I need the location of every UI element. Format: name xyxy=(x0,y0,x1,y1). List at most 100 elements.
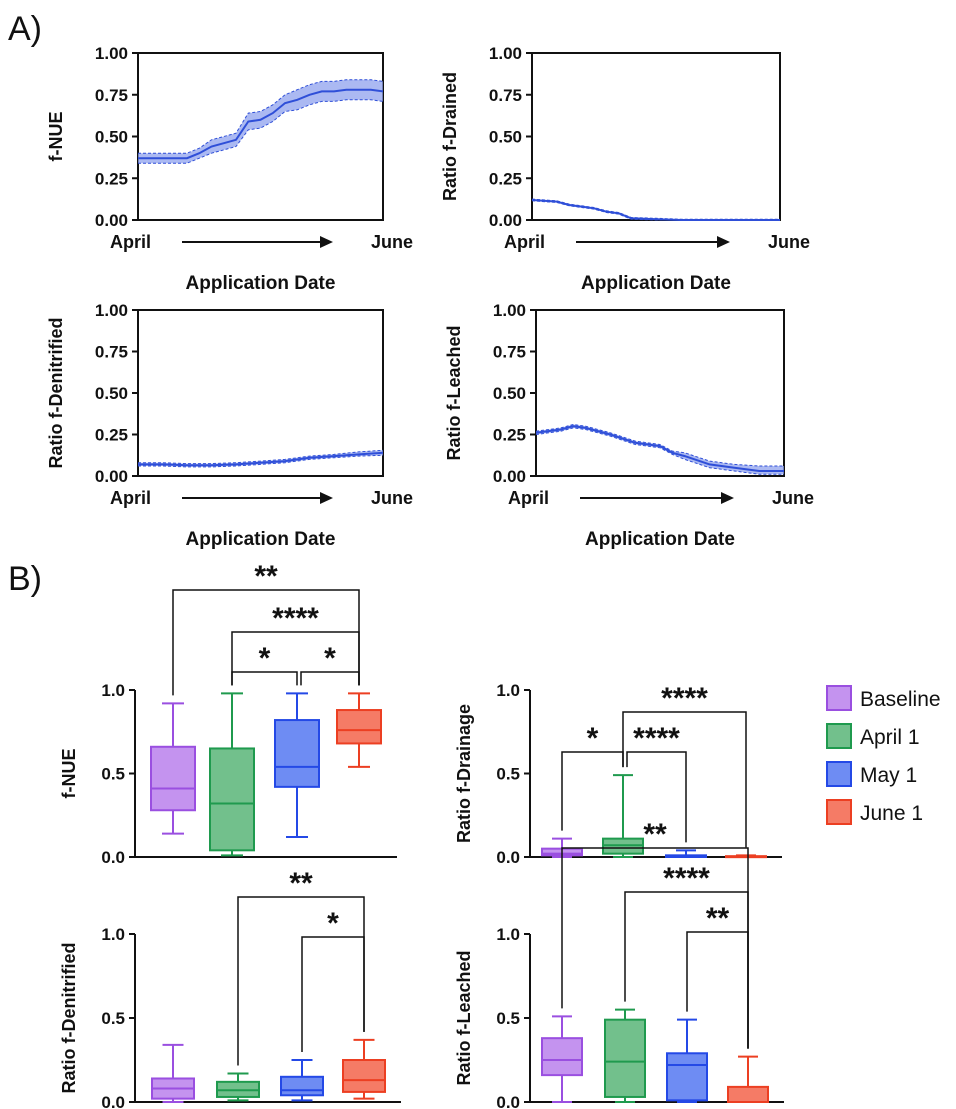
bracket-line xyxy=(301,936,365,1052)
band-lower-line xyxy=(138,99,384,164)
arrow-head xyxy=(721,492,734,504)
y-axis-label: f-NUE xyxy=(46,112,66,162)
legend-swatch xyxy=(826,761,852,787)
significance-bracket: **** xyxy=(622,682,747,848)
box-may-1 xyxy=(280,1059,324,1102)
band-lower-line xyxy=(535,427,784,475)
y-tick-label: 1.0 xyxy=(496,681,520,700)
y-tick-label: 0.50 xyxy=(493,384,526,403)
legend-label: June 1 xyxy=(860,802,923,825)
legend-item: April 1 xyxy=(826,723,920,749)
y-tick-label: 0.75 xyxy=(95,343,128,362)
box-iqr xyxy=(541,1037,583,1077)
x-end-label: June xyxy=(371,232,413,252)
y-tick-label: 0.0 xyxy=(496,848,520,867)
y-tick-label: 0.75 xyxy=(95,86,128,105)
mean-line xyxy=(138,451,384,467)
significance-label: **** xyxy=(633,722,680,755)
significance-bracket: * xyxy=(561,722,624,831)
band-upper-line xyxy=(138,449,384,465)
x-start-label: April xyxy=(504,232,545,252)
y-axis-label: Ratio f-Drained xyxy=(440,72,460,201)
legend-swatch xyxy=(826,799,852,825)
panel-label-b: B) xyxy=(8,560,42,598)
x-axis-label: Application Date xyxy=(186,273,336,294)
box-iqr xyxy=(604,1018,646,1098)
mean-line xyxy=(138,88,384,160)
y-tick-label: 0.0 xyxy=(101,1093,125,1109)
significance-bracket: * xyxy=(231,642,298,686)
box-june-1 xyxy=(336,692,382,768)
box-iqr xyxy=(727,1085,769,1104)
significance-label: ** xyxy=(643,818,667,851)
significance-label: * xyxy=(324,642,336,675)
x-start-label: April xyxy=(110,488,151,508)
arrow-head xyxy=(320,492,333,504)
legend-label: May 1 xyxy=(860,764,917,787)
box-iqr xyxy=(209,747,255,852)
significance-label: ** xyxy=(289,867,313,900)
x-axis-label: Application Date xyxy=(585,529,735,550)
significance-label: **** xyxy=(272,602,319,635)
chart-b1: 0.00.51.0f-NUE******* * xyxy=(59,560,397,867)
legend: Baseline April 1 May 1 June 1 xyxy=(826,685,941,825)
significance-label: ** xyxy=(706,902,730,935)
plot-frame xyxy=(137,309,384,477)
chart-a4: 0.00 0.25 0.50 0.75 1.00 Ratio f-Leached April… xyxy=(444,301,814,550)
y-tick-label: 1.0 xyxy=(101,681,125,700)
y-tick-label: 0.25 xyxy=(493,426,526,445)
band-upper-line xyxy=(535,423,784,467)
bracket-line xyxy=(561,751,624,831)
box-iqr xyxy=(336,709,382,745)
confidence-band xyxy=(138,79,383,164)
band-upper-line xyxy=(138,79,384,154)
significance-bracket: **** xyxy=(231,602,360,686)
significance-label: * xyxy=(587,722,599,755)
box-iqr xyxy=(150,745,196,812)
y-axis-label: Ratio f-Leached xyxy=(444,325,464,460)
legend-item: May 1 xyxy=(826,761,917,787)
significance-label: **** xyxy=(663,862,710,895)
significance-label: * xyxy=(327,907,339,940)
y-tick-label: 0.25 xyxy=(95,426,128,445)
box-june-1 xyxy=(342,1038,386,1100)
band-upper-line xyxy=(531,198,780,220)
significance-label: * xyxy=(259,642,271,675)
box-baseline xyxy=(541,1015,583,1103)
box-june-1 xyxy=(725,854,767,859)
y-tick-label: 0.0 xyxy=(496,1093,520,1109)
y-tick-label: 0.75 xyxy=(493,343,526,362)
legend-item: June 1 xyxy=(826,799,923,825)
x-start-label: April xyxy=(508,488,549,508)
chart-a3: 0.00 0.25 0.50 0.75 1.00 Ratio f-Denitrified A… xyxy=(46,301,413,550)
bracket-line xyxy=(626,751,687,843)
y-axis-label: Ratio f-Leached xyxy=(454,950,474,1085)
box-iqr xyxy=(274,719,320,788)
y-axis-label: f-NUE xyxy=(59,749,79,799)
y-tick-label: 0.75 xyxy=(489,86,522,105)
significance-bracket: * xyxy=(301,907,365,1052)
chart-a1: 0.00 0.25 0.50 0.75 1.00 f-NUE April June Applic… xyxy=(46,44,413,294)
y-axis-label: Ratio f-Denitrified xyxy=(46,318,66,469)
y-tick-label: 0.00 xyxy=(493,467,526,486)
confidence-band xyxy=(536,424,784,475)
bracket-line xyxy=(686,931,749,1049)
box-iqr xyxy=(280,1075,324,1097)
confidence-band xyxy=(532,199,780,220)
plot-frame xyxy=(535,309,785,477)
box-april-1 xyxy=(602,774,644,858)
y-tick-label: 0.5 xyxy=(496,1009,520,1028)
box-may-1 xyxy=(666,1018,708,1103)
box-iqr xyxy=(666,1052,708,1102)
y-tick-label: 1.00 xyxy=(489,44,522,63)
legend-label: April 1 xyxy=(860,726,920,749)
bracket-line xyxy=(622,711,747,848)
x-axis-label: Application Date xyxy=(186,529,336,550)
chart-a2: 0.00 0.25 0.50 0.75 1.00 Ratio f-Drained April… xyxy=(440,44,810,294)
y-tick-label: 0.25 xyxy=(95,169,128,188)
plot-frame xyxy=(531,52,781,221)
bracket-line xyxy=(300,671,360,686)
legend-item: Baseline xyxy=(826,685,941,711)
box-june-1 xyxy=(727,1055,769,1104)
